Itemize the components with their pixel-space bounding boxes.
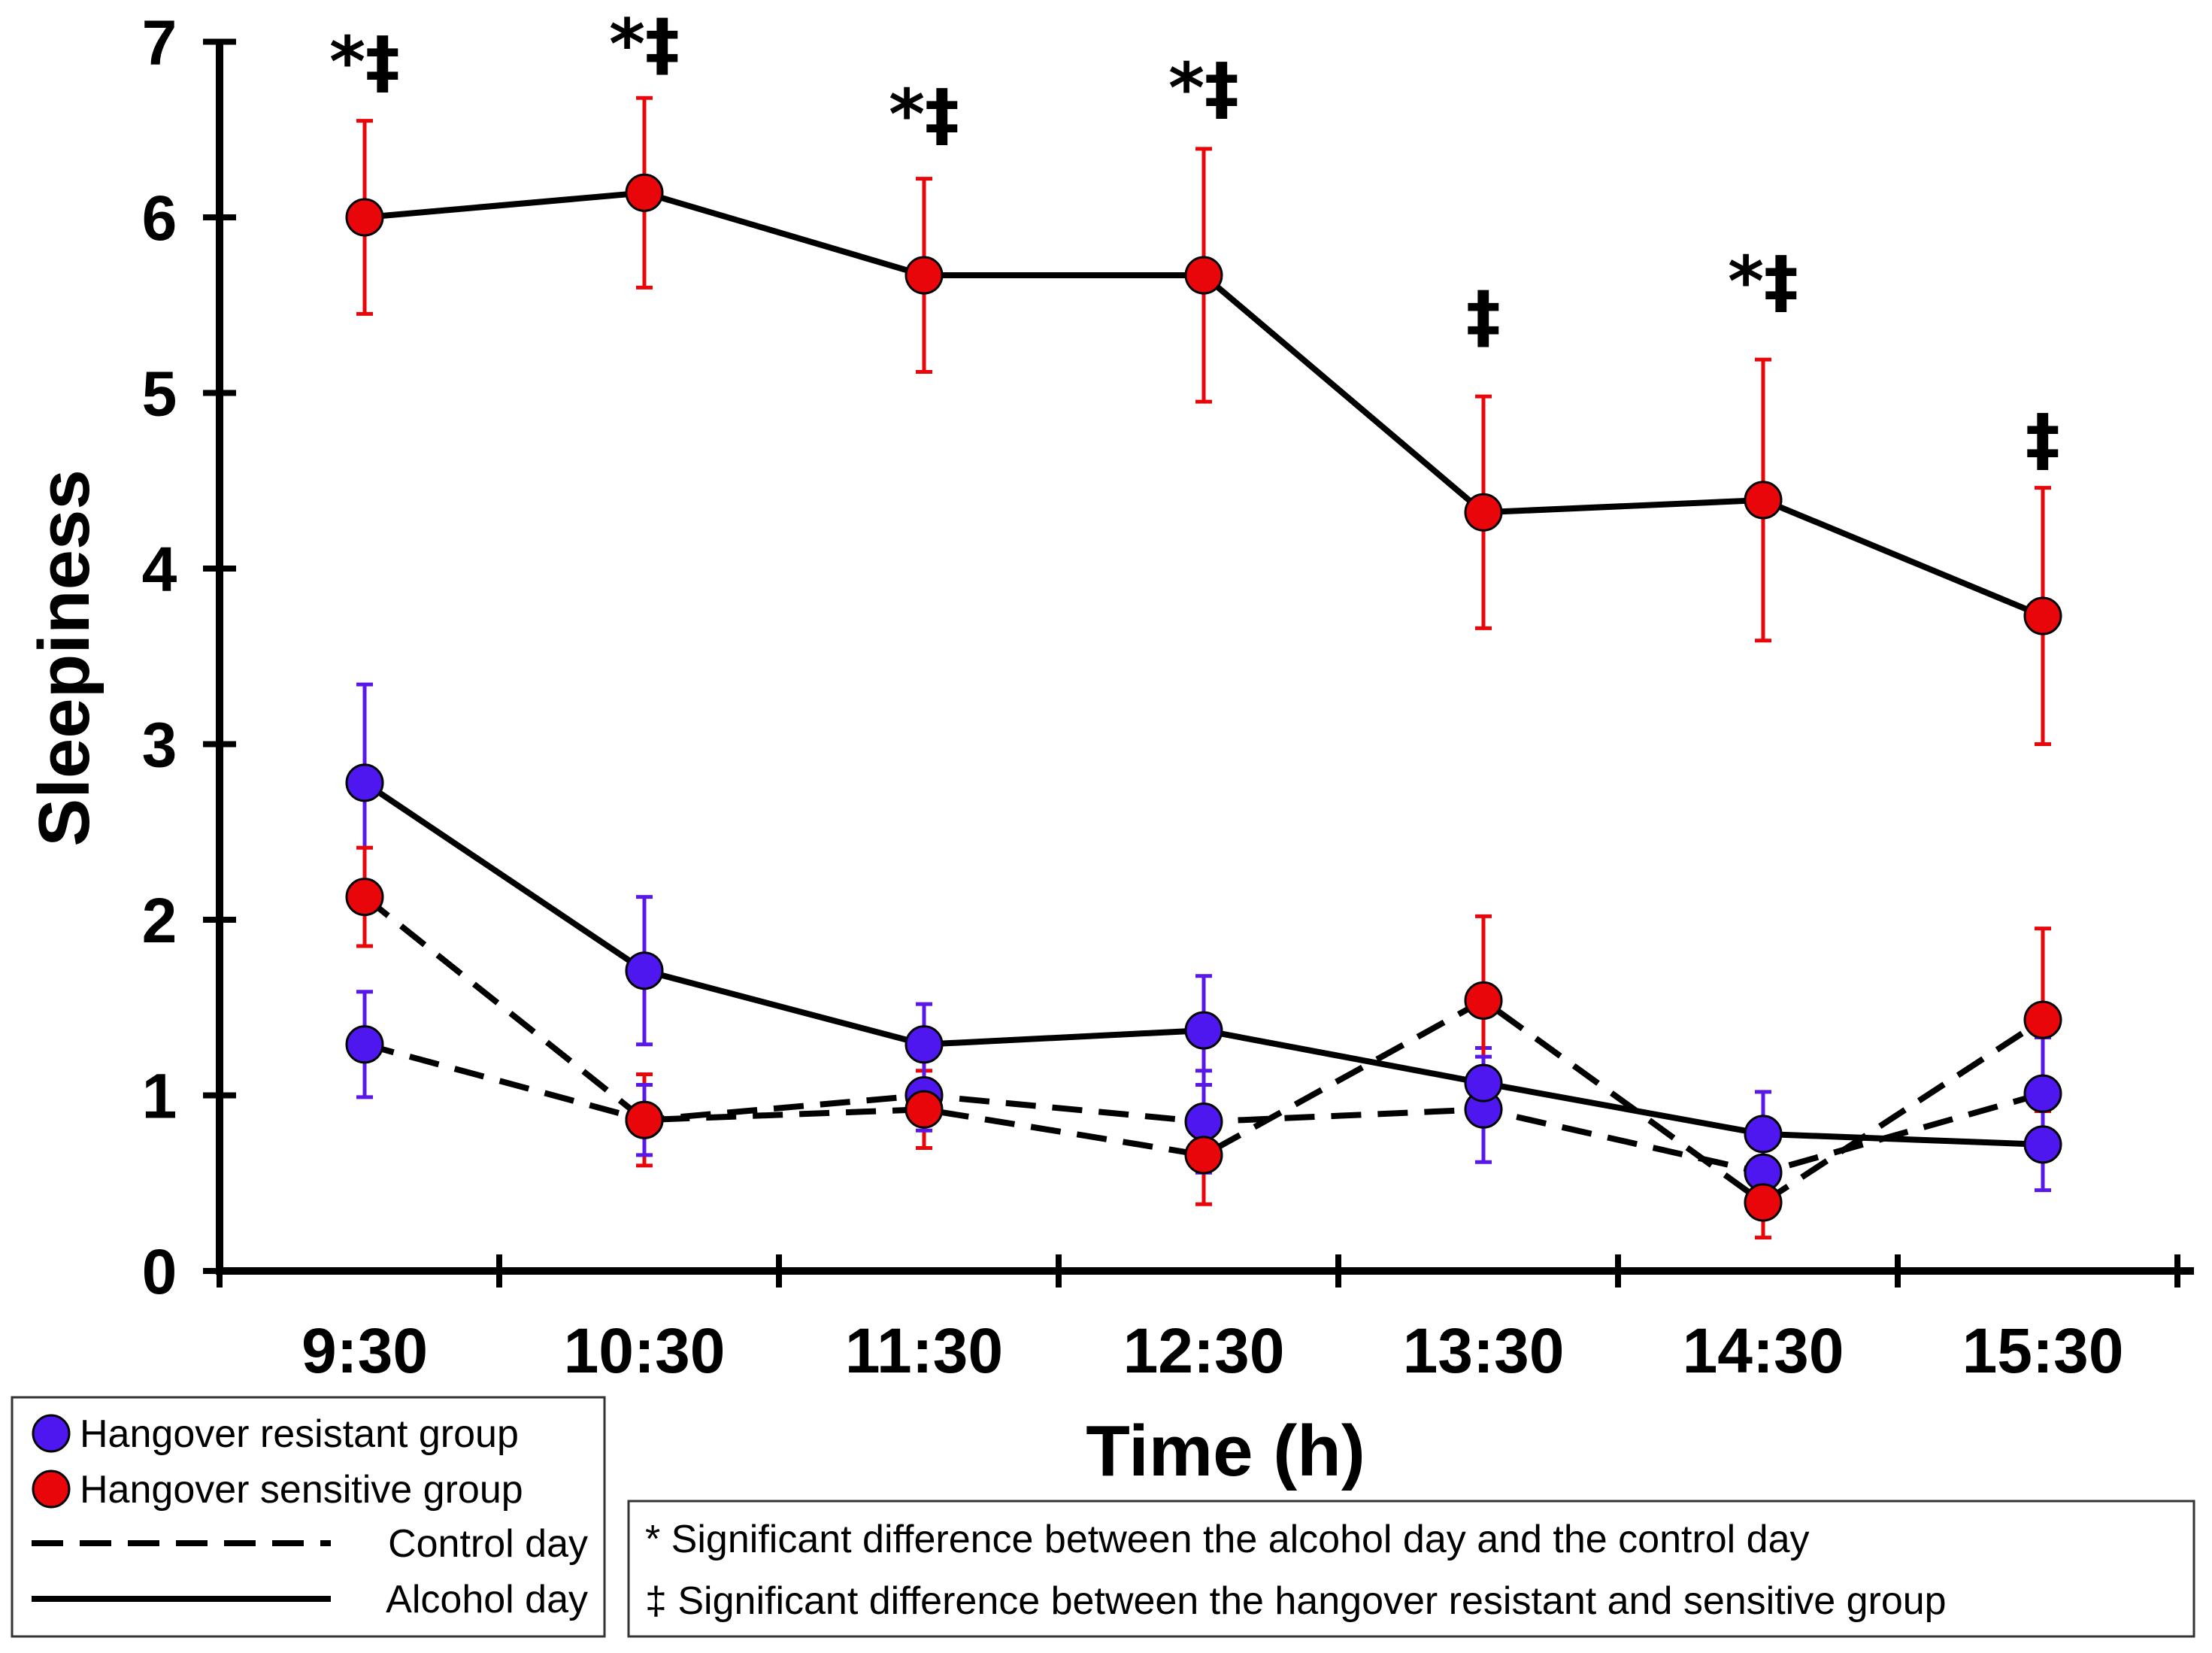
legend-sensitive-label: Hangover sensitive group <box>80 1468 523 1512</box>
x-tick-label: 9:30 <box>301 1315 428 1386</box>
data-point-sensitive-control <box>1744 1183 1783 1222</box>
significance-mark: *‡ <box>889 74 959 155</box>
legend-sensitive-marker <box>32 1470 71 1509</box>
data-point-sensitive-alcohol <box>1184 256 1223 295</box>
data-point-resistant-alcohol <box>2023 1125 2062 1164</box>
legend-resistant-marker <box>32 1414 71 1453</box>
note-resistant-vs-sensitive: ‡ Significant difference between the han… <box>645 1579 1947 1623</box>
significance-mark: ‡ <box>2026 399 2060 480</box>
data-points-group <box>345 173 2062 1222</box>
x-tick-label: 13:30 <box>1403 1315 1565 1386</box>
y-tick-label: 6 <box>142 183 177 253</box>
significance-mark: *‡ <box>329 22 400 102</box>
data-point-resistant-alcohol <box>1464 1063 1503 1103</box>
data-point-resistant-alcohol <box>625 951 664 990</box>
y-tick-label: 0 <box>142 1236 177 1307</box>
significance-mark: ‡ <box>1466 276 1501 356</box>
y-tick-label: 2 <box>142 885 177 956</box>
legend-alcohol-label: Alcohol day <box>386 1578 588 1621</box>
x-tick-label: 12:30 <box>1123 1315 1285 1386</box>
y-tick-label: 4 <box>142 534 177 605</box>
data-point-sensitive-alcohol <box>1464 493 1503 532</box>
data-point-resistant-alcohol <box>1744 1115 1783 1154</box>
y-tick-label: 5 <box>142 359 177 429</box>
data-point-sensitive-alcohol <box>625 173 664 212</box>
significance-mark: *‡ <box>1728 241 1798 322</box>
data-point-sensitive-alcohol <box>1744 481 1783 520</box>
significance-mark: *‡ <box>1168 48 1239 129</box>
significance-notes: * Significant difference between the alc… <box>627 1500 2195 1638</box>
data-point-sensitive-control <box>2023 1000 2062 1039</box>
x-tick-label: 10:30 <box>564 1315 726 1386</box>
axes-group: 0 1 2 3 4 5 6 7 9:30 10:30 11:30 12:30 13:30 14:30 15:… <box>142 8 2194 1386</box>
data-point-sensitive-control <box>1464 981 1503 1020</box>
data-point-resistant-control <box>345 1025 384 1064</box>
data-point-sensitive-control <box>1184 1136 1223 1175</box>
data-point-sensitive-alcohol <box>345 198 384 237</box>
x-tick-label: 14:30 <box>1683 1315 1844 1386</box>
y-tick-label: 7 <box>142 8 177 78</box>
legend-resistant-label: Hangover resistant group <box>80 1412 519 1456</box>
x-axis-title: Time (h) <box>1086 1411 1365 1491</box>
data-point-resistant-control <box>2023 1074 2062 1113</box>
data-point-sensitive-alcohol <box>2023 596 2062 635</box>
data-point-resistant-alcohol <box>1184 1011 1223 1050</box>
significance-mark: *‡ <box>609 5 680 85</box>
note-alcohol-vs-control: * Significant difference between the alc… <box>645 1518 1810 1561</box>
y-tick-label: 1 <box>142 1061 177 1132</box>
y-tick-label: 3 <box>142 710 177 781</box>
data-point-resistant-control <box>1184 1103 1223 1142</box>
significance-annotations-group: *‡ *‡ *‡ *‡ ‡ *‡ ‡ <box>329 5 2060 480</box>
notes-box <box>627 1500 2195 1638</box>
y-axis-title: Sleepiness <box>24 469 105 847</box>
data-point-resistant-alcohol <box>904 1025 944 1064</box>
data-point-resistant-alcohol <box>345 763 384 802</box>
legend-control-label: Control day <box>388 1522 588 1566</box>
data-point-sensitive-control <box>904 1090 944 1129</box>
x-tick-label: 11:30 <box>845 1315 1003 1386</box>
x-tick-label: 15:30 <box>1962 1315 2124 1386</box>
legend: Hangover resistant group Hangover sensit… <box>11 1396 606 1638</box>
data-point-sensitive-control <box>625 1100 664 1139</box>
data-point-sensitive-alcohol <box>904 256 944 295</box>
data-point-sensitive-control <box>345 878 384 917</box>
